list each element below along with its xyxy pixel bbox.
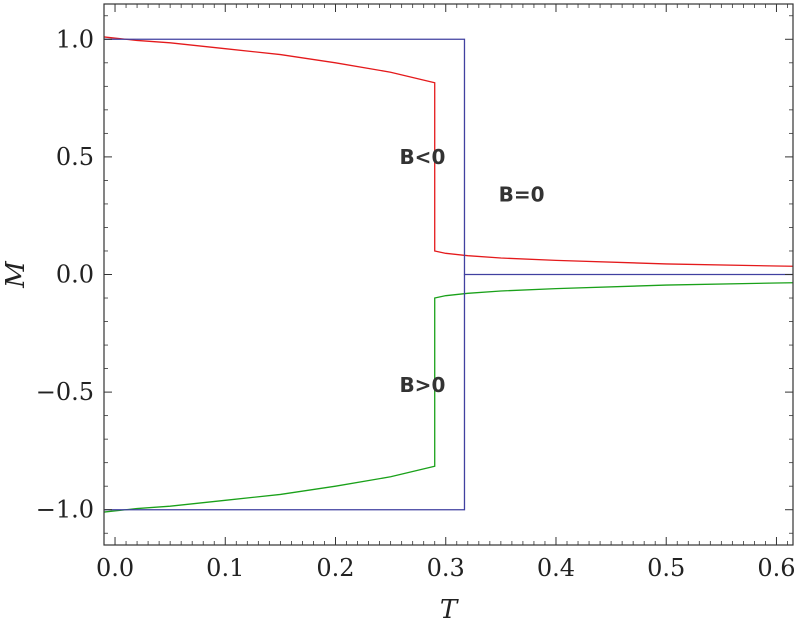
y-tick-label: −0.5: [36, 378, 94, 406]
series-line-Beq0-2: [104, 38, 793, 276]
series-annotation: B>0: [399, 373, 445, 397]
ticks-layer: [103, 4, 793, 545]
x-tick-label: 0.2: [316, 554, 354, 582]
y-tick-label: 1.0: [56, 25, 94, 53]
y-tick-label: −1.0: [36, 496, 94, 524]
x-tick-label: 0.0: [96, 554, 134, 582]
x-tick-label: 0.5: [647, 554, 685, 582]
y-tick-label: 0.0: [56, 261, 94, 289]
x-tick-label: 0.4: [537, 554, 575, 582]
x-tick-label: 0.3: [427, 554, 465, 582]
x-tick-label: 0.6: [757, 554, 795, 582]
x-tick-labels: 0.0 0.1 0.2 0.3 0.4 0.5 0.6: [96, 554, 796, 582]
y-tick-labels: 1.0 0.5 0.0 −0.5 −1.0: [36, 25, 94, 523]
x-axis-title: T: [440, 595, 459, 625]
x-tick-label: 0.1: [206, 554, 244, 582]
series-annotation: B<0: [399, 145, 445, 169]
y-axis-title: M: [1, 260, 31, 289]
plot-frame: [103, 3, 794, 546]
series-annotation: B=0: [499, 183, 545, 207]
annotation-layer: B<0 B=0 B>0: [399, 145, 544, 397]
series-layer: [103, 36, 794, 513]
series-line-Beq0-3: [104, 274, 466, 511]
series-line-Bgt0-1: [103, 282, 794, 513]
y-tick-label: 0.5: [56, 143, 94, 171]
series-line-Blt0-0: [103, 36, 794, 267]
